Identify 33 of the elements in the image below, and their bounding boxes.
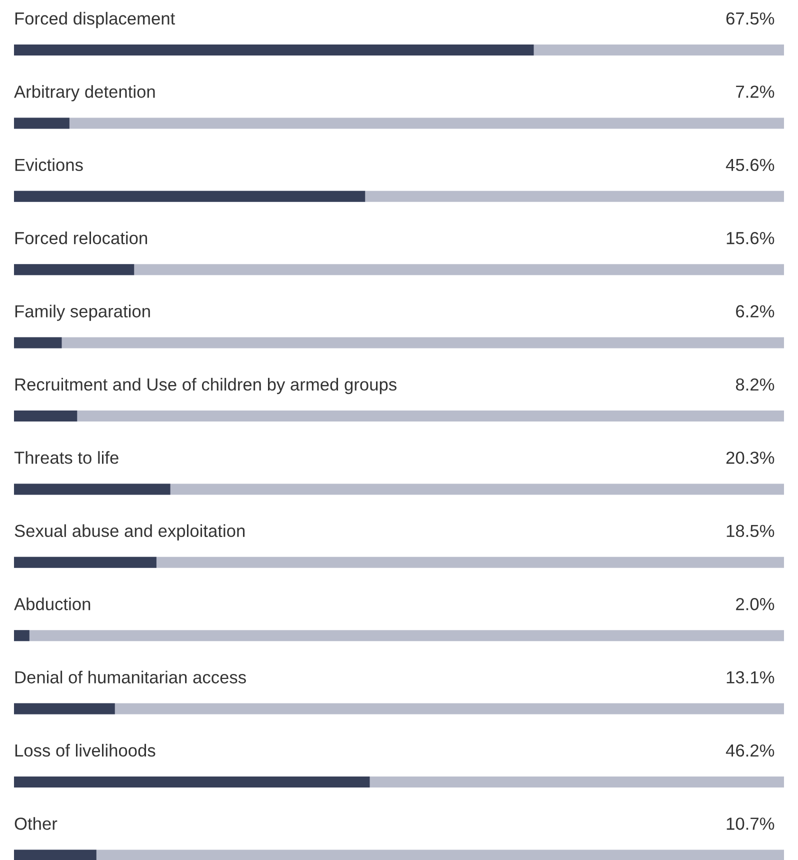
data-label: 7.2% (736, 86, 774, 98)
bar (14, 118, 70, 129)
bar (14, 630, 30, 642)
y-tick-label: Other (14, 817, 58, 830)
y-tick-label: Abduction (14, 598, 90, 610)
y-tick-label: Arbitrary detention (14, 85, 155, 102)
y-tick-label: Evictions (15, 158, 83, 172)
data-label: 6.2% (736, 305, 774, 318)
y-tick-label: Denial of humanitarian access (15, 670, 246, 684)
data-label: 18.5% (726, 524, 774, 538)
y-tick-label: Sexual abuse and exploitation (14, 524, 245, 540)
data-label: 46.2% (726, 744, 774, 757)
data-label: 45.6% (726, 158, 774, 172)
y-tick-label: Recruitment and Use of children by armed groups (15, 378, 396, 394)
data-label: 8.2% (736, 378, 774, 391)
y-tick-label: Forced relocation (15, 232, 148, 244)
bar (14, 703, 115, 714)
y-tick-label: Threats to life (14, 451, 118, 464)
y-tick-label: Loss of livelihoods (15, 744, 156, 757)
y-tick-label: Family separation (15, 304, 150, 321)
data-label: 10.7% (726, 818, 774, 830)
bar (14, 410, 78, 422)
data-label: 2.0% (736, 598, 774, 610)
data-label: 20.3% (726, 452, 774, 464)
y-tick-label: Forced displacement (15, 12, 176, 28)
data-label: 13.1% (726, 671, 774, 684)
data-label: 15.6% (726, 232, 774, 244)
bar (14, 850, 96, 860)
data-label: 67.5% (726, 12, 774, 25)
bar (14, 484, 170, 495)
bar (14, 556, 156, 568)
bar (14, 337, 62, 348)
bar (14, 264, 134, 276)
